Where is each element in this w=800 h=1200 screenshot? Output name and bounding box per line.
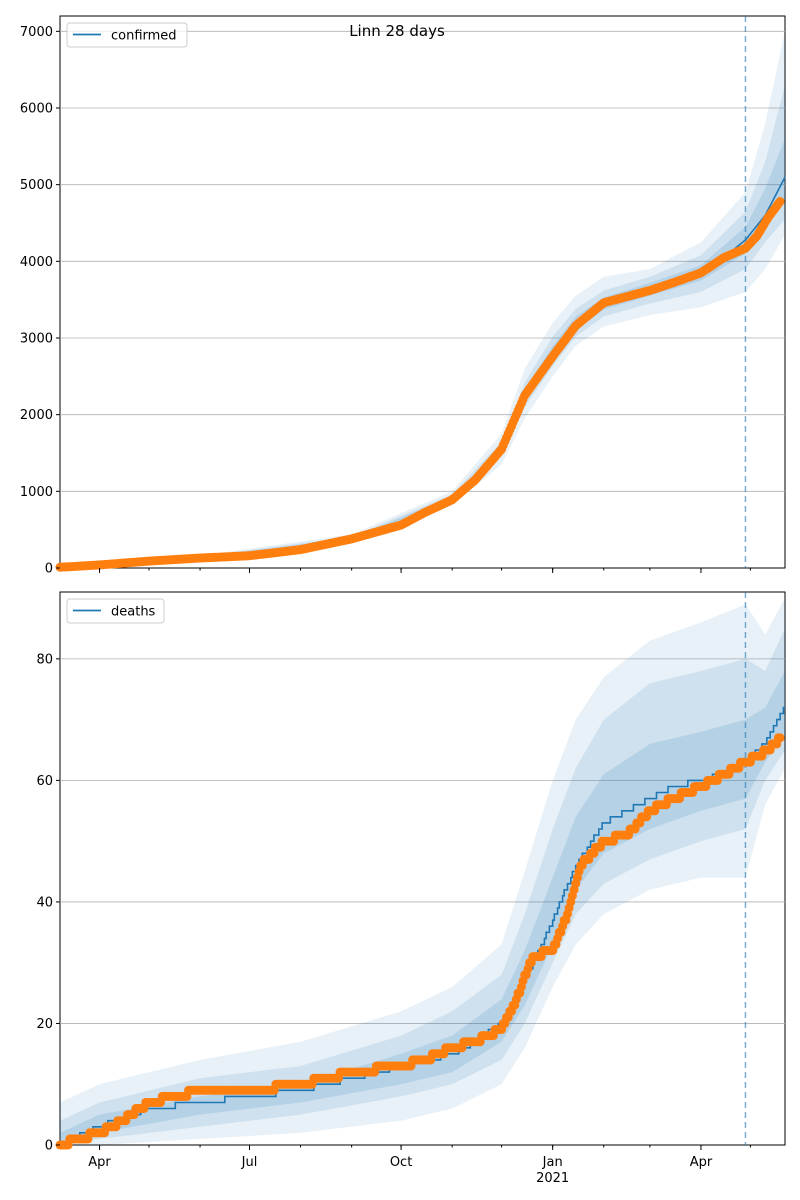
grid-lines <box>60 658 785 1024</box>
confidence-band <box>60 138 785 568</box>
legend-label: deaths <box>111 605 156 620</box>
x-tick-label: Jul <box>241 1155 258 1170</box>
y-tick-label: 0 <box>45 1139 53 1154</box>
x-tick-label-year: 2021 <box>536 1171 569 1186</box>
y-tick-label: 0 <box>45 562 53 577</box>
confidence-band <box>60 628 785 1145</box>
observed-points <box>55 733 785 1150</box>
confidence-band <box>60 671 785 1145</box>
legend-box <box>66 598 165 624</box>
model-line <box>60 706 785 1146</box>
grid-lines <box>60 30 785 492</box>
legend: deaths <box>66 598 165 624</box>
confidence-band <box>60 85 785 568</box>
data-point <box>775 733 785 743</box>
chart-title: Linn 28 days <box>349 22 445 40</box>
y-axis-ticks: 0 1000 2000 3000 4000 5000 6000 7000 <box>20 25 60 577</box>
legend-box <box>66 22 188 48</box>
data-point <box>775 197 785 206</box>
y-tick-label: 1000 <box>20 485 53 500</box>
x-axis-ticks <box>99 568 751 573</box>
x-tick-label: Apr <box>690 1155 713 1170</box>
confidence-band <box>60 31 785 569</box>
y-tick-label: 2000 <box>20 408 53 423</box>
y-tick-label: 7000 <box>20 25 53 40</box>
y-axis-ticks: 0 20 40 60 80 <box>36 652 60 1154</box>
uncertainty-bands <box>60 31 785 569</box>
y-tick-label: 40 <box>36 895 53 910</box>
legend: confirmed <box>66 22 188 48</box>
y-tick-label: 5000 <box>20 178 53 193</box>
x-tick-label: Oct <box>390 1155 412 1170</box>
x-axis-ticks: Apr Jul Oct Jan Apr 2021 <box>88 1145 751 1186</box>
top-chart: 0 1000 2000 3000 4000 5000 6000 7000 Linn 28 da… <box>20 15 786 577</box>
legend-label: confirmed <box>111 29 177 44</box>
confidence-band <box>60 598 785 1145</box>
plot-frame <box>59 591 786 1146</box>
observed-points <box>55 197 785 572</box>
y-tick-label: 80 <box>36 652 53 667</box>
uncertainty-bands <box>60 598 785 1145</box>
y-tick-label: 3000 <box>20 332 53 347</box>
x-tick-label: Apr <box>88 1155 111 1170</box>
y-tick-label: 4000 <box>20 255 53 270</box>
y-tick-label: 60 <box>36 774 53 789</box>
y-tick-label: 6000 <box>20 102 53 117</box>
bottom-chart: 0 20 40 60 80 Apr Jul Oct Jan Apr 2021 deaths <box>36 591 786 1186</box>
x-tick-label: Jan <box>542 1155 563 1170</box>
y-tick-label: 20 <box>36 1017 53 1032</box>
model-median-line <box>60 706 785 1146</box>
plot-frame <box>59 15 786 569</box>
